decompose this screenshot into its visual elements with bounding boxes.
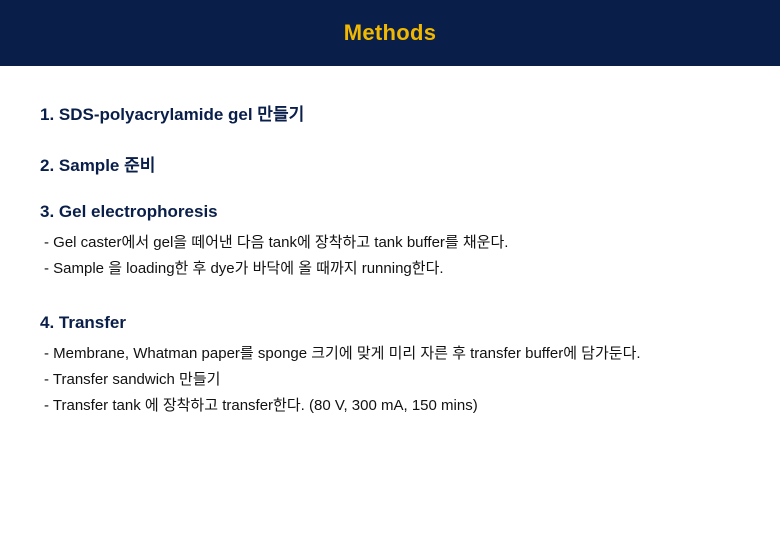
section-1: 1. SDS-polyacrylamide gel 만들기 [40,100,740,125]
slide-header: Methods [0,0,780,66]
section-4: 4. Transfer - Membrane, Whatman paper를 s… [40,313,740,420]
section-2: 2. Sample 준비 [40,151,740,176]
slide-title: Methods [344,20,437,46]
section-heading: 3. Gel electrophoresis [40,202,740,222]
slide-content: 1. SDS-polyacrylamide gel 만들기 2. Sample … [0,66,780,419]
bullet-item: - Transfer sandwich 만들기 [40,367,740,393]
bullet-item: - Sample 을 loading한 후 dye가 바닥에 올 때까지 run… [40,256,740,282]
bullet-item: - Transfer tank 에 장착하고 transfer한다. (80 V… [40,393,740,419]
bullet-item: - Gel caster에서 gel을 떼어낸 다음 tank에 장착하고 ta… [40,230,740,256]
section-heading: 2. Sample 준비 [40,151,740,176]
section-heading: 1. SDS-polyacrylamide gel 만들기 [40,100,740,125]
section-3: 3. Gel electrophoresis - Gel caster에서 ge… [40,202,740,283]
section-heading: 4. Transfer [40,313,740,333]
bullet-item: - Membrane, Whatman paper를 sponge 크기에 맞게… [40,341,740,367]
